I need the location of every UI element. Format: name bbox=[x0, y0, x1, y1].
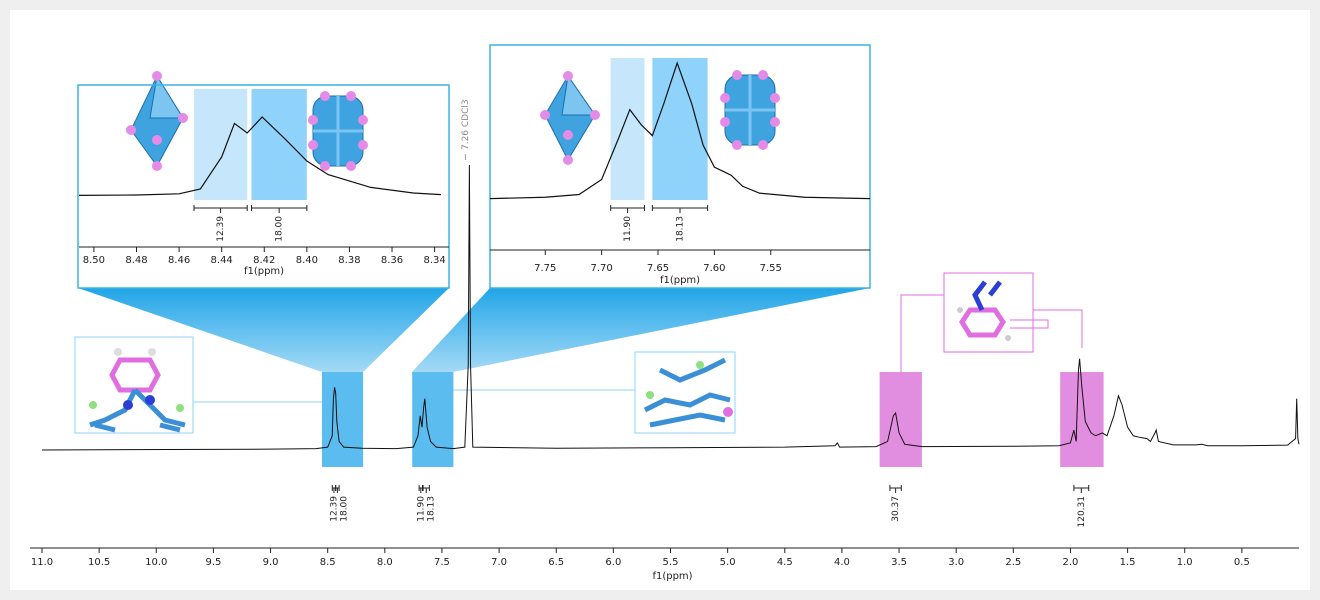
x-tick-label: 8.50 bbox=[83, 255, 105, 266]
integral-label: 11.90 bbox=[623, 216, 633, 242]
highlight-band bbox=[412, 372, 453, 467]
x-tick-label: 1.5 bbox=[1120, 557, 1136, 568]
highlight-band bbox=[194, 89, 247, 200]
integral-label: 11.90 bbox=[416, 496, 426, 522]
integral-label: 18.00 bbox=[339, 496, 349, 522]
x-tick-label: 4.0 bbox=[834, 557, 850, 568]
x-axis-label: f1(ppm) bbox=[244, 266, 284, 277]
integral-label: 18.13 bbox=[426, 496, 436, 522]
integral-label: 30.37 bbox=[891, 496, 901, 522]
x-tick-label: 2.5 bbox=[1005, 557, 1021, 568]
highlight-band bbox=[880, 372, 922, 467]
x-axis-label: f1(ppm) bbox=[660, 275, 700, 286]
x-tick-label: 10.5 bbox=[88, 557, 110, 568]
x-tick-label: 5.0 bbox=[720, 557, 736, 568]
x-tick-label: 8.42 bbox=[253, 255, 275, 266]
x-tick-label: 7.75 bbox=[534, 263, 556, 274]
x-tick-label: 8.40 bbox=[296, 255, 318, 266]
integral-label: 120.31 bbox=[1077, 496, 1087, 528]
x-tick-label: 7.0 bbox=[491, 557, 507, 568]
x-tick-label: 8.38 bbox=[338, 255, 360, 266]
x-tick-label: 7.70 bbox=[590, 263, 612, 274]
x-tick-label: 9.5 bbox=[205, 557, 221, 568]
integral-label: 18.00 bbox=[275, 216, 285, 242]
highlight-band bbox=[611, 58, 645, 200]
x-tick-label: 7.65 bbox=[647, 263, 669, 274]
x-tick-label: 8.5 bbox=[320, 557, 336, 568]
integral-label: 12.39 bbox=[216, 216, 226, 242]
x-tick-label: 8.48 bbox=[125, 255, 147, 266]
x-tick-label: 10.0 bbox=[145, 557, 167, 568]
x-tick-label: 8.36 bbox=[381, 255, 403, 266]
highlight-band bbox=[322, 372, 363, 467]
x-tick-label: 9.0 bbox=[263, 557, 279, 568]
x-tick-label: 2.0 bbox=[1063, 557, 1079, 568]
x-tick-label: 11.0 bbox=[31, 557, 53, 568]
x-tick-label: 7.60 bbox=[703, 263, 725, 274]
x-tick-label: 5.5 bbox=[663, 557, 679, 568]
highlight-band bbox=[652, 58, 707, 200]
x-tick-label: 7.5 bbox=[434, 557, 450, 568]
x-tick-label: 8.0 bbox=[377, 557, 393, 568]
x-tick-label: 6.5 bbox=[548, 557, 564, 568]
figure: 11.0 10.5 10.0 9.5 9.0 8.5 8.0 7.5 7.0 6.5 6.0 5.5 5… bbox=[0, 0, 1320, 600]
x-axis-label: f1(ppm) bbox=[652, 571, 692, 582]
x-tick-label: 3.5 bbox=[891, 557, 907, 568]
x-tick-label: 1.0 bbox=[1177, 557, 1193, 568]
x-tick-label: 8.46 bbox=[168, 255, 190, 266]
annotation: 7.26 CDCl3 bbox=[461, 99, 471, 150]
highlight-band bbox=[251, 89, 306, 200]
x-tick-label: 8.34 bbox=[423, 255, 445, 266]
x-tick-label: 3.0 bbox=[948, 557, 964, 568]
integral-label: 12.39 bbox=[329, 496, 339, 522]
x-tick-label: 8.44 bbox=[211, 255, 233, 266]
x-tick-label: 4.5 bbox=[777, 557, 793, 568]
x-tick-label: 7.55 bbox=[760, 263, 782, 274]
integral-label: 18.13 bbox=[676, 216, 686, 242]
x-tick-label: 0.5 bbox=[1234, 557, 1250, 568]
x-tick-label: 6.0 bbox=[605, 557, 621, 568]
